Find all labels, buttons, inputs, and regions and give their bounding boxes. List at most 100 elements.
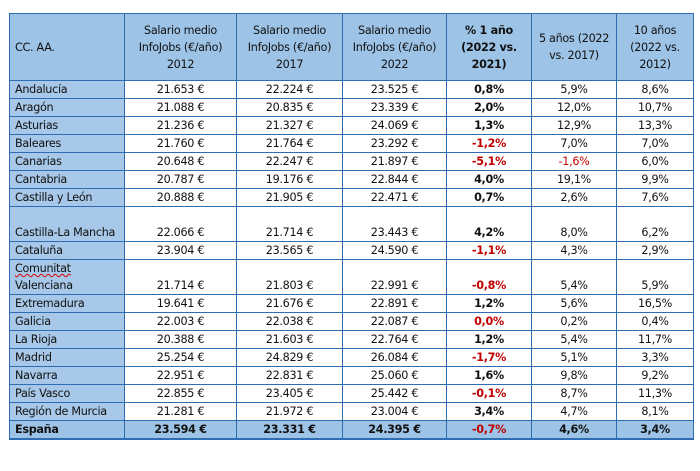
pct-10-years-cell: 5,9% bbox=[616, 259, 694, 295]
pct-1-year-cell: -0,1% bbox=[446, 384, 532, 403]
pct-1-year-cell: 0,0% bbox=[446, 312, 532, 331]
salary-2022-cell: 23.525 € bbox=[342, 80, 447, 99]
salary-table: CC. AA. Salario medio InfoJobs (€/año) 2… bbox=[9, 13, 694, 440]
pct-1-year-cell: -0,8% bbox=[446, 259, 532, 295]
salary-2022-cell: 25.060 € bbox=[342, 366, 447, 385]
salary-2012-cell: 20.388 € bbox=[124, 330, 237, 349]
pct-5-years-cell: 2,6% bbox=[531, 188, 617, 207]
salary-2022-cell: 23.443 € bbox=[342, 206, 447, 242]
pct-5-years-cell: -1,6% bbox=[531, 152, 617, 171]
pct-10-years-cell: 6,2% bbox=[616, 206, 694, 242]
salary-2012-cell: 21.760 € bbox=[124, 134, 237, 153]
table-row: Extremadura 19.641 €21.676 €22.891 €1,2% 5… bbox=[9, 294, 694, 313]
salary-2022-cell: 23.292 € bbox=[342, 134, 447, 153]
pct-1-year-cell: 0,7% bbox=[446, 188, 532, 207]
salary-2012-cell: 21.236 € bbox=[124, 116, 237, 135]
total-row: España 23.594 €23.331 €24.395 € -0,7% 4,6% 3… bbox=[9, 420, 694, 440]
pct-10-years-cell: 0,4% bbox=[616, 312, 694, 331]
pct-1-year-cell: 4,2% bbox=[446, 206, 532, 242]
region-cell: Baleares bbox=[9, 134, 125, 153]
pct-10-years-cell: 9,2% bbox=[616, 366, 694, 385]
pct-5-years-cell: 4,6% bbox=[531, 420, 617, 440]
salary-2017-cell: 21.905 € bbox=[236, 188, 343, 207]
salary-2022-cell: 24.069 € bbox=[342, 116, 447, 135]
salary-2012-cell: 22.066 € bbox=[124, 206, 237, 242]
pct-1-year-cell: 3,4% bbox=[446, 402, 532, 421]
table-row: Andalucía 21.653 €22.224 €23.525 €0,8% 5,9… bbox=[9, 80, 694, 99]
pct-1-year-cell: 0,8% bbox=[446, 80, 532, 99]
pct-5-years-cell: 19,1% bbox=[531, 170, 617, 189]
salary-2017-cell: 21.676 € bbox=[236, 294, 343, 313]
pct-5-years-cell: 4,3% bbox=[531, 241, 617, 260]
table-row: Canarias 20.648 €22.247 €21.897 € -5,1% -1,… bbox=[9, 152, 694, 171]
salary-2012-cell: 23.904 € bbox=[124, 241, 237, 260]
pct-10-years-cell: 10,7% bbox=[616, 98, 694, 117]
pct-1-year-cell: 1,2% bbox=[446, 330, 532, 349]
pct-5-years-cell: 7,0% bbox=[531, 134, 617, 153]
region-cell: Castilla-La Mancha bbox=[9, 206, 125, 242]
salary-2017-cell: 20.835 € bbox=[236, 98, 343, 117]
salary-2022-cell: 22.471 € bbox=[342, 188, 447, 207]
salary-2012-cell: 19.641 € bbox=[124, 294, 237, 313]
salary-2012-cell: 21.714 € bbox=[124, 259, 237, 295]
spellcheck-underline: Comunitat bbox=[15, 262, 71, 275]
region-cell: Comunitat Valenciana bbox=[9, 259, 125, 295]
region-cell: Canarias bbox=[9, 152, 125, 171]
salary-2022-cell: 23.004 € bbox=[342, 402, 447, 421]
salary-2012-cell: 25.254 € bbox=[124, 348, 237, 367]
salary-2017-cell: 24.829 € bbox=[236, 348, 343, 367]
region-cell: País Vasco bbox=[9, 384, 125, 403]
salary-2012-cell: 20.648 € bbox=[124, 152, 237, 171]
salary-2017-cell: 23.565 € bbox=[236, 241, 343, 260]
region-cell: Navarra bbox=[9, 366, 125, 385]
salary-2017-cell: 21.972 € bbox=[236, 402, 343, 421]
table-row: Aragón 21.088 €20.835 €23.339 €2,0% 12,0% 1… bbox=[9, 98, 694, 117]
pct-5-years-cell: 0,2% bbox=[531, 312, 617, 331]
header-pct-1-year: % 1 año (2022 vs. 2021) bbox=[446, 13, 532, 81]
table-row: Cataluña 23.904 €23.565 €24.590 € -1,1% 4,3… bbox=[9, 241, 694, 260]
pct-5-years-cell: 8,0% bbox=[531, 206, 617, 242]
pct-1-year-cell: -1,2% bbox=[446, 134, 532, 153]
salary-2012-cell: 20.888 € bbox=[124, 188, 237, 207]
region-cell: Madrid bbox=[9, 348, 125, 367]
salary-2012-cell: 21.088 € bbox=[124, 98, 237, 117]
region-cell: Castilla y León bbox=[9, 188, 125, 207]
pct-10-years-cell: 8,6% bbox=[616, 80, 694, 99]
salary-2017-cell: 21.327 € bbox=[236, 116, 343, 135]
table-row: Asturias 21.236 €21.327 €24.069 €1,3% 12,9… bbox=[9, 116, 694, 135]
salary-2012-cell: 22.003 € bbox=[124, 312, 237, 331]
pct-10-years-cell: 13,3% bbox=[616, 116, 694, 135]
salary-2022-cell: 22.891 € bbox=[342, 294, 447, 313]
salary-2012-cell: 22.855 € bbox=[124, 384, 237, 403]
pct-10-years-cell: 9,9% bbox=[616, 170, 694, 189]
pct-1-year-cell: -1,1% bbox=[446, 241, 532, 260]
pct-10-years-cell: 11,3% bbox=[616, 384, 694, 403]
pct-1-year-cell: 4,0% bbox=[446, 170, 532, 189]
salary-2017-cell: 19.176 € bbox=[236, 170, 343, 189]
header-salary-2017: Salario medio InfoJobs (€/año) 2017 bbox=[236, 13, 343, 81]
salary-2017-cell: 22.224 € bbox=[236, 80, 343, 99]
salary-2017-cell: 21.603 € bbox=[236, 330, 343, 349]
region-cell: La Rioja bbox=[9, 330, 125, 349]
pct-5-years-cell: 5,4% bbox=[531, 259, 617, 295]
table-row: Castilla-La Mancha 22.066 €21.714 €23.443… bbox=[9, 206, 694, 242]
pct-10-years-cell: 7,6% bbox=[616, 188, 694, 207]
region-cell: Región de Murcia bbox=[9, 402, 125, 421]
salary-2017-cell: 22.831 € bbox=[236, 366, 343, 385]
header-row: CC. AA. Salario medio InfoJobs (€/año) 2… bbox=[9, 13, 694, 81]
pct-1-year-cell: -5,1% bbox=[446, 152, 532, 171]
salary-2012-cell: 22.951 € bbox=[124, 366, 237, 385]
salary-2022-cell: 24.590 € bbox=[342, 241, 447, 260]
pct-1-year-cell: 1,3% bbox=[446, 116, 532, 135]
table-row: Cantabria 20.787 €19.176 €22.844 €4,0% 19,… bbox=[9, 170, 694, 189]
pct-1-year-cell: 1,2% bbox=[446, 294, 532, 313]
region-cell: Aragón bbox=[9, 98, 125, 117]
salary-2022-cell: 22.991 € bbox=[342, 259, 447, 295]
region-cell: Galicia bbox=[9, 312, 125, 331]
salary-2012-cell: 20.787 € bbox=[124, 170, 237, 189]
header-region: CC. AA. bbox=[9, 13, 125, 81]
salary-2022-cell: 24.395 € bbox=[342, 420, 447, 440]
region-cell: España bbox=[9, 420, 125, 440]
table-row: País Vasco 22.855 €23.405 €25.442 € -0,1% 8… bbox=[9, 384, 694, 403]
salary-2017-cell: 22.247 € bbox=[236, 152, 343, 171]
